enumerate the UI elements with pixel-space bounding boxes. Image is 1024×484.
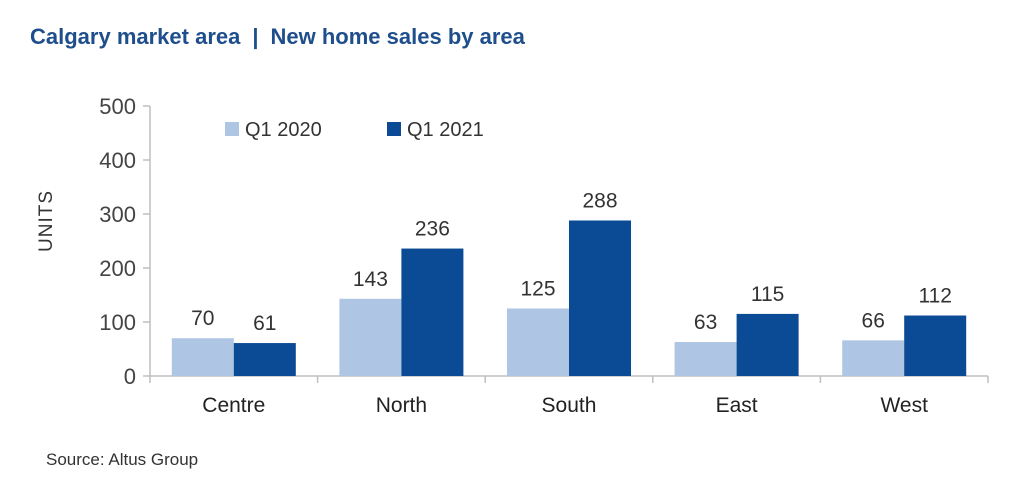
source-note: Source: Altus Group bbox=[46, 450, 199, 469]
y-tick-label: 200 bbox=[99, 256, 136, 281]
data-label: 125 bbox=[520, 278, 555, 301]
bar-south-q1-2020 bbox=[507, 308, 569, 376]
y-axis-title: UNITS bbox=[36, 190, 57, 252]
title-right: New home sales by area bbox=[270, 24, 525, 49]
y-tick-label: 300 bbox=[99, 202, 136, 227]
bar-north-q1-2020 bbox=[339, 298, 402, 376]
y-tick-label: 100 bbox=[99, 310, 136, 335]
y-tick-label: 500 bbox=[99, 94, 136, 119]
legend-label: Q1 2020 bbox=[245, 119, 322, 141]
bar-west-q1-2021 bbox=[904, 315, 967, 376]
title-left: Calgary market area bbox=[30, 24, 241, 49]
x-category-label: South bbox=[542, 394, 597, 417]
data-label: 288 bbox=[582, 189, 617, 212]
bar-west-q1-2020 bbox=[842, 340, 905, 376]
data-label: 66 bbox=[862, 309, 885, 332]
legend-swatch-q1-2020 bbox=[225, 122, 239, 136]
bar-layer bbox=[171, 220, 967, 376]
legend-label: Q1 2021 bbox=[407, 119, 484, 141]
bar-centre-q1-2020 bbox=[171, 338, 234, 376]
data-label: 236 bbox=[415, 218, 450, 241]
chart-title: Calgary market area | New home sales by ar… bbox=[30, 24, 525, 50]
data-label: 63 bbox=[694, 311, 717, 334]
x-category-label: North bbox=[376, 394, 427, 417]
data-label: 143 bbox=[353, 268, 388, 291]
bar-chart: 0 100 200 300 400 500 UNITS 70 61 Centre 143 236 No… bbox=[36, 94, 989, 417]
y-tick-label: 0 bbox=[124, 364, 136, 389]
data-label: 115 bbox=[751, 283, 784, 306]
axis-layer: 0 100 200 300 400 500 UNITS bbox=[36, 94, 989, 389]
data-label: 61 bbox=[253, 312, 276, 335]
y-tick-label: 400 bbox=[99, 148, 136, 173]
x-category-label: Centre bbox=[202, 394, 265, 417]
x-category-label: East bbox=[716, 394, 758, 417]
legend: Q1 2020 Q1 2021 bbox=[225, 119, 484, 141]
title-separator: | bbox=[252, 24, 259, 49]
label-layer: 70 61 Centre 143 236 North 125 288 South 63 115 Eas… bbox=[191, 189, 952, 417]
bar-centre-q1-2021 bbox=[233, 343, 296, 376]
bar-east-q1-2020 bbox=[674, 341, 737, 376]
legend-swatch-q1-2021 bbox=[387, 122, 401, 136]
bar-north-q1-2021 bbox=[401, 248, 464, 376]
data-label: 70 bbox=[191, 307, 214, 330]
bar-east-q1-2021 bbox=[736, 313, 799, 376]
data-label: 112 bbox=[918, 285, 951, 308]
x-category-label: West bbox=[880, 394, 928, 417]
bar-south-q1-2021 bbox=[569, 220, 631, 376]
